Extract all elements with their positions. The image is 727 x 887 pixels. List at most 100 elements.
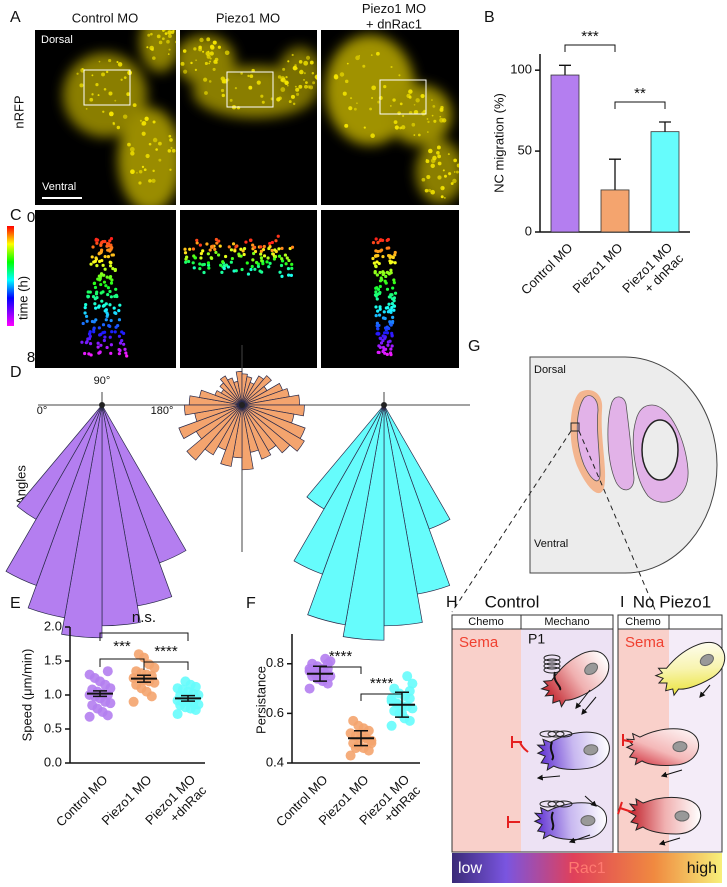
panel-letter: C xyxy=(10,207,22,224)
punctum xyxy=(423,109,426,113)
punctum xyxy=(203,77,208,82)
track-point xyxy=(102,338,106,343)
track-point xyxy=(249,238,253,242)
track-point xyxy=(391,286,395,290)
punctum xyxy=(141,165,145,169)
punctum xyxy=(194,68,198,72)
inhibition xyxy=(507,736,529,828)
track-point xyxy=(229,248,234,252)
track-point xyxy=(259,245,263,249)
track-point xyxy=(97,326,101,330)
track-point xyxy=(96,341,100,345)
punctum xyxy=(130,151,135,156)
track-point xyxy=(112,306,116,310)
track-point xyxy=(94,306,98,310)
track-point xyxy=(99,274,103,278)
track-point xyxy=(382,271,386,275)
punctum xyxy=(397,111,401,116)
cell xyxy=(535,728,613,776)
track-point xyxy=(202,270,206,275)
track-point xyxy=(388,295,392,299)
track-point xyxy=(377,261,381,266)
track-point xyxy=(373,271,377,275)
orientation-label: Ventral xyxy=(42,181,76,193)
punctum xyxy=(413,103,416,106)
significance-bracket xyxy=(360,693,403,701)
data-point xyxy=(304,683,315,694)
roi-box xyxy=(83,69,131,106)
punctum xyxy=(202,50,205,53)
punctum xyxy=(333,74,339,80)
track-point xyxy=(375,297,379,301)
track-point xyxy=(87,352,91,356)
punctum xyxy=(411,122,416,127)
track-point xyxy=(101,263,105,267)
track-point xyxy=(378,238,382,243)
punctum xyxy=(97,94,100,97)
track-point xyxy=(213,247,217,251)
track-point xyxy=(97,304,101,308)
rose-wedge xyxy=(235,371,243,406)
track-point xyxy=(103,267,107,271)
punctum xyxy=(132,103,137,108)
punctum xyxy=(249,74,254,79)
data-point xyxy=(350,743,361,754)
punctum xyxy=(212,67,216,71)
track-point xyxy=(117,352,121,356)
punctum xyxy=(456,170,459,174)
track-point xyxy=(277,247,281,251)
track-point xyxy=(95,238,100,242)
track-point xyxy=(377,323,381,328)
x-tick-label: Control MO xyxy=(518,240,576,298)
track-point xyxy=(102,330,107,334)
rose-wedge xyxy=(307,404,385,626)
punctum xyxy=(353,107,357,111)
track-point xyxy=(195,238,199,242)
significance-bracket xyxy=(99,658,145,667)
punctum xyxy=(170,146,173,150)
significance-label: ** xyxy=(634,85,646,102)
track-point xyxy=(114,293,119,297)
time-colorbar xyxy=(7,226,14,326)
track-point xyxy=(262,254,267,258)
track-point xyxy=(109,351,113,355)
track-point xyxy=(195,241,199,245)
track-point xyxy=(108,275,113,279)
punctum xyxy=(169,138,173,142)
punctum xyxy=(224,50,230,56)
punctum xyxy=(162,30,165,32)
track-point xyxy=(392,308,396,312)
punctum xyxy=(144,116,149,121)
angle-label: 180° xyxy=(151,405,174,417)
panel-title: Control xyxy=(485,592,540,611)
track-point xyxy=(183,247,187,251)
track-point xyxy=(392,304,396,308)
track-point xyxy=(88,332,92,336)
track-point xyxy=(287,273,291,277)
bar xyxy=(650,131,680,233)
punctum xyxy=(158,158,162,162)
punctum xyxy=(280,78,284,82)
track-point xyxy=(378,284,382,289)
track-point xyxy=(191,247,196,251)
punctum xyxy=(167,149,172,153)
track-point xyxy=(384,274,388,279)
punctum xyxy=(129,147,135,152)
rose-wedge xyxy=(241,375,272,406)
punctum xyxy=(437,154,441,159)
punctum xyxy=(431,99,433,101)
punctum xyxy=(371,85,376,91)
punctum xyxy=(120,78,123,81)
track-point xyxy=(98,277,102,281)
punctum xyxy=(251,68,255,73)
track-point xyxy=(226,265,231,269)
y-tick-label: 0.6 xyxy=(266,705,284,720)
data-point xyxy=(172,683,183,694)
punctum xyxy=(206,37,211,42)
punctum xyxy=(296,92,300,96)
track-point xyxy=(379,341,384,345)
track-point xyxy=(94,318,98,322)
track-point xyxy=(205,242,209,246)
track-point xyxy=(117,309,121,313)
y-tick-label: 50 xyxy=(518,143,532,158)
